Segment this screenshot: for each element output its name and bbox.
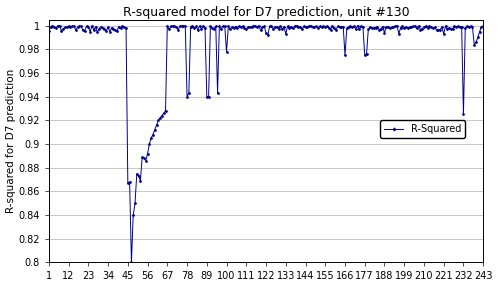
R-Squared [71, 25, 77, 28]
R-Squared [164, 24, 170, 27]
R-Squared [462, 26, 468, 30]
Title: R-squared model for D7 prediction, unit #130: R-squared model for D7 prediction, unit … [123, 5, 409, 19]
R-Squared [128, 261, 134, 264]
R-Squared [480, 24, 486, 28]
R-Squared [257, 29, 263, 32]
Legend: R-Squared: R-Squared [380, 120, 465, 138]
R-Squared [292, 24, 298, 28]
Y-axis label: R-squared for D7 prediction: R-squared for D7 prediction [5, 69, 15, 213]
R-Squared [245, 25, 251, 29]
R-Squared [195, 28, 201, 31]
R-Squared [46, 29, 52, 32]
Line: R-Squared: R-Squared [48, 25, 484, 263]
